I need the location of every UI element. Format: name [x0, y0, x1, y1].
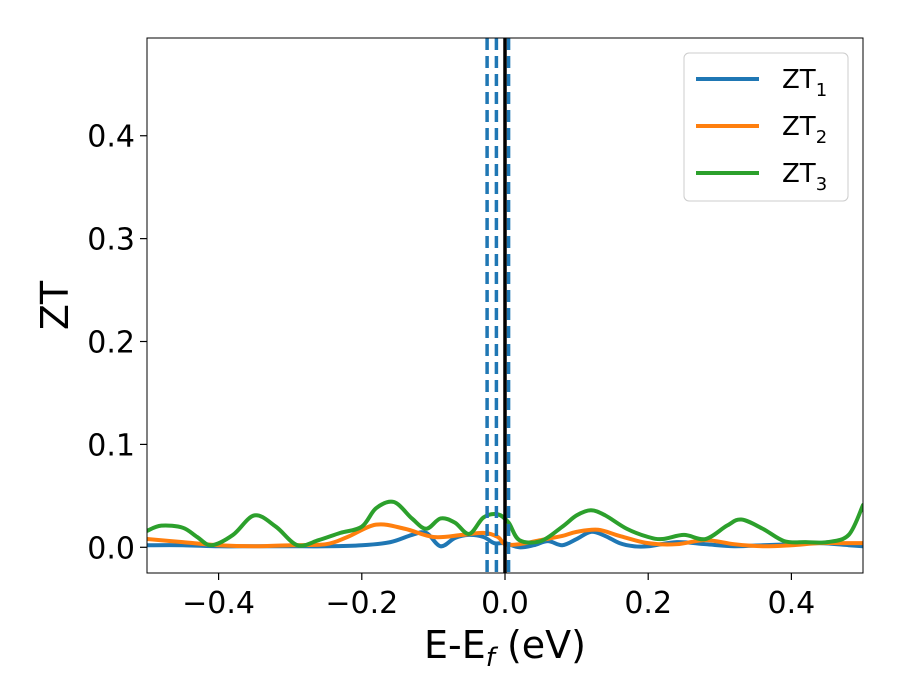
y-tick-label: 0.3 — [87, 223, 135, 258]
y-tick-label: 0.4 — [87, 120, 135, 155]
series-line-zt2 — [147, 522, 863, 549]
x-axis-label-unit: (eV) — [495, 623, 586, 667]
legend-entry-label: ZT3 — [782, 159, 827, 195]
y-tick-label: 0.0 — [87, 531, 135, 566]
legend-box — [683, 52, 849, 202]
legend-entry-label: ZT2 — [782, 112, 827, 148]
reference-lines-layer — [485, 38, 511, 573]
series-line-zt1 — [147, 529, 863, 550]
legend: ZT1 ZT2 ZT3 — [683, 52, 849, 202]
x-tick-label: 0.2 — [624, 586, 672, 621]
x-axis-label: E-Ef (eV) — [424, 623, 586, 673]
x-tick-label: −0.2 — [325, 586, 398, 621]
x-axis: −0.4 −0.2 0.0 0.2 0.4 — [182, 573, 815, 621]
x-tick-label: 0.4 — [768, 586, 816, 621]
y-axis-label: ZT — [33, 280, 77, 330]
y-axis: 0.0 0.1 0.2 0.3 0.4 — [87, 120, 147, 566]
y-tick-label: 0.2 — [87, 326, 135, 361]
legend-entry-label: ZT1 — [782, 65, 827, 101]
x-tick-label: 0.0 — [481, 586, 529, 621]
y-tick-label: 0.1 — [87, 428, 135, 463]
x-axis-label-main: E-E — [424, 623, 486, 667]
x-tick-label: −0.4 — [182, 586, 255, 621]
